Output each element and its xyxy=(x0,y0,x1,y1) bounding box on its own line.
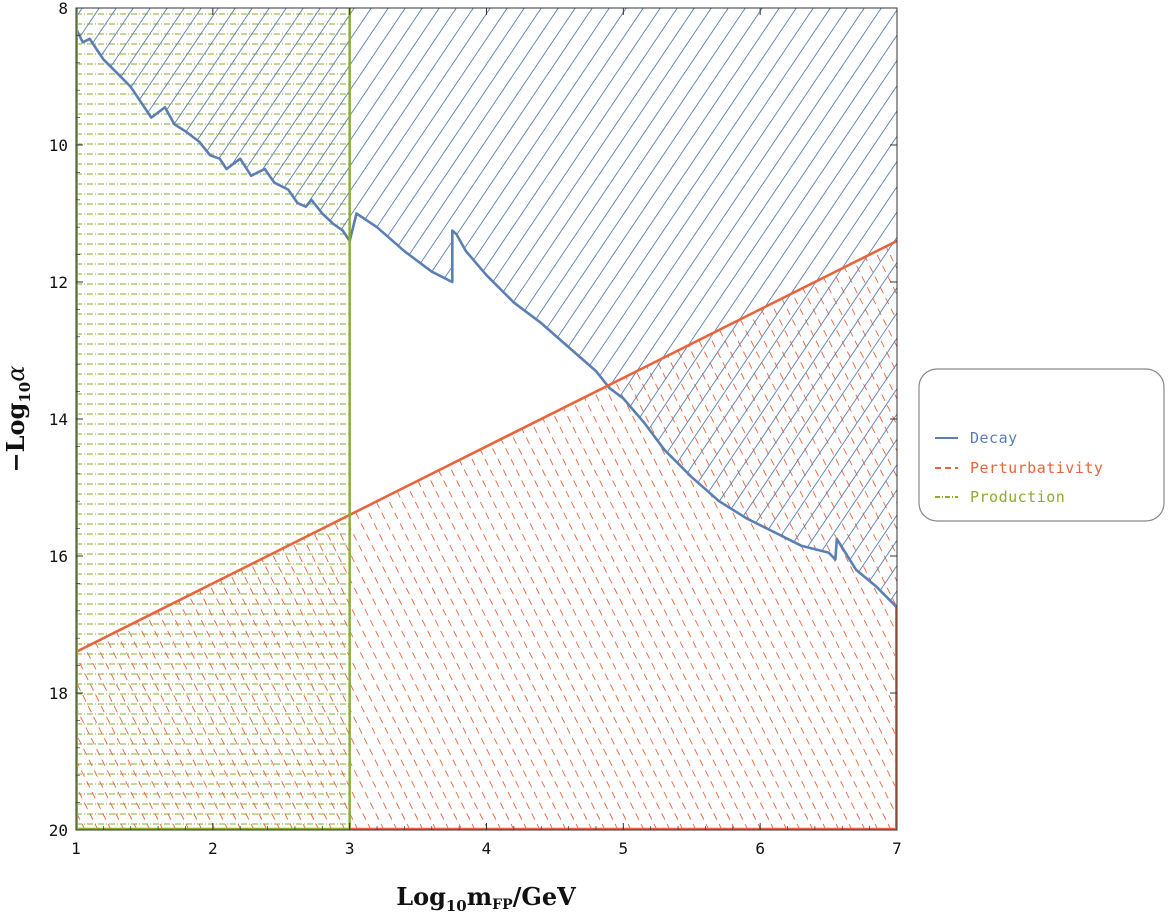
x-tick-label: 5 xyxy=(619,839,629,858)
legend: Decay Perturbativity Production xyxy=(918,368,1165,522)
legend-label-decay: Decay xyxy=(970,429,1018,447)
production-hatch xyxy=(76,13,350,825)
legend-label-production: Production xyxy=(970,488,1065,506)
y-tick-label: 18 xyxy=(49,684,68,703)
y-tick-label: 10 xyxy=(49,136,68,155)
y-tick-label: 20 xyxy=(49,821,68,840)
x-tick-label: 6 xyxy=(755,839,765,858)
x-axis-title: Log10mFP/GeV xyxy=(396,882,576,915)
y-tick-label: 14 xyxy=(49,410,68,429)
y-tick-label: 16 xyxy=(49,547,68,566)
y-axis-title: −Log10α xyxy=(1,366,34,473)
perturbativity-boundary xyxy=(76,239,897,654)
y-tick-label: 8 xyxy=(58,0,68,18)
y-tick-label: 12 xyxy=(49,273,68,292)
x-tick-label: 3 xyxy=(345,839,355,858)
x-tick-label: 1 xyxy=(71,839,81,858)
x-tick-label: 2 xyxy=(208,839,218,858)
x-tick-label: 4 xyxy=(482,839,492,858)
legend-box xyxy=(918,368,1165,522)
x-tick-label: 7 xyxy=(892,839,902,858)
plot-frame xyxy=(75,7,898,831)
decay-boundary xyxy=(76,28,897,609)
legend-label-perturbativity: Perturbativity xyxy=(970,459,1103,477)
